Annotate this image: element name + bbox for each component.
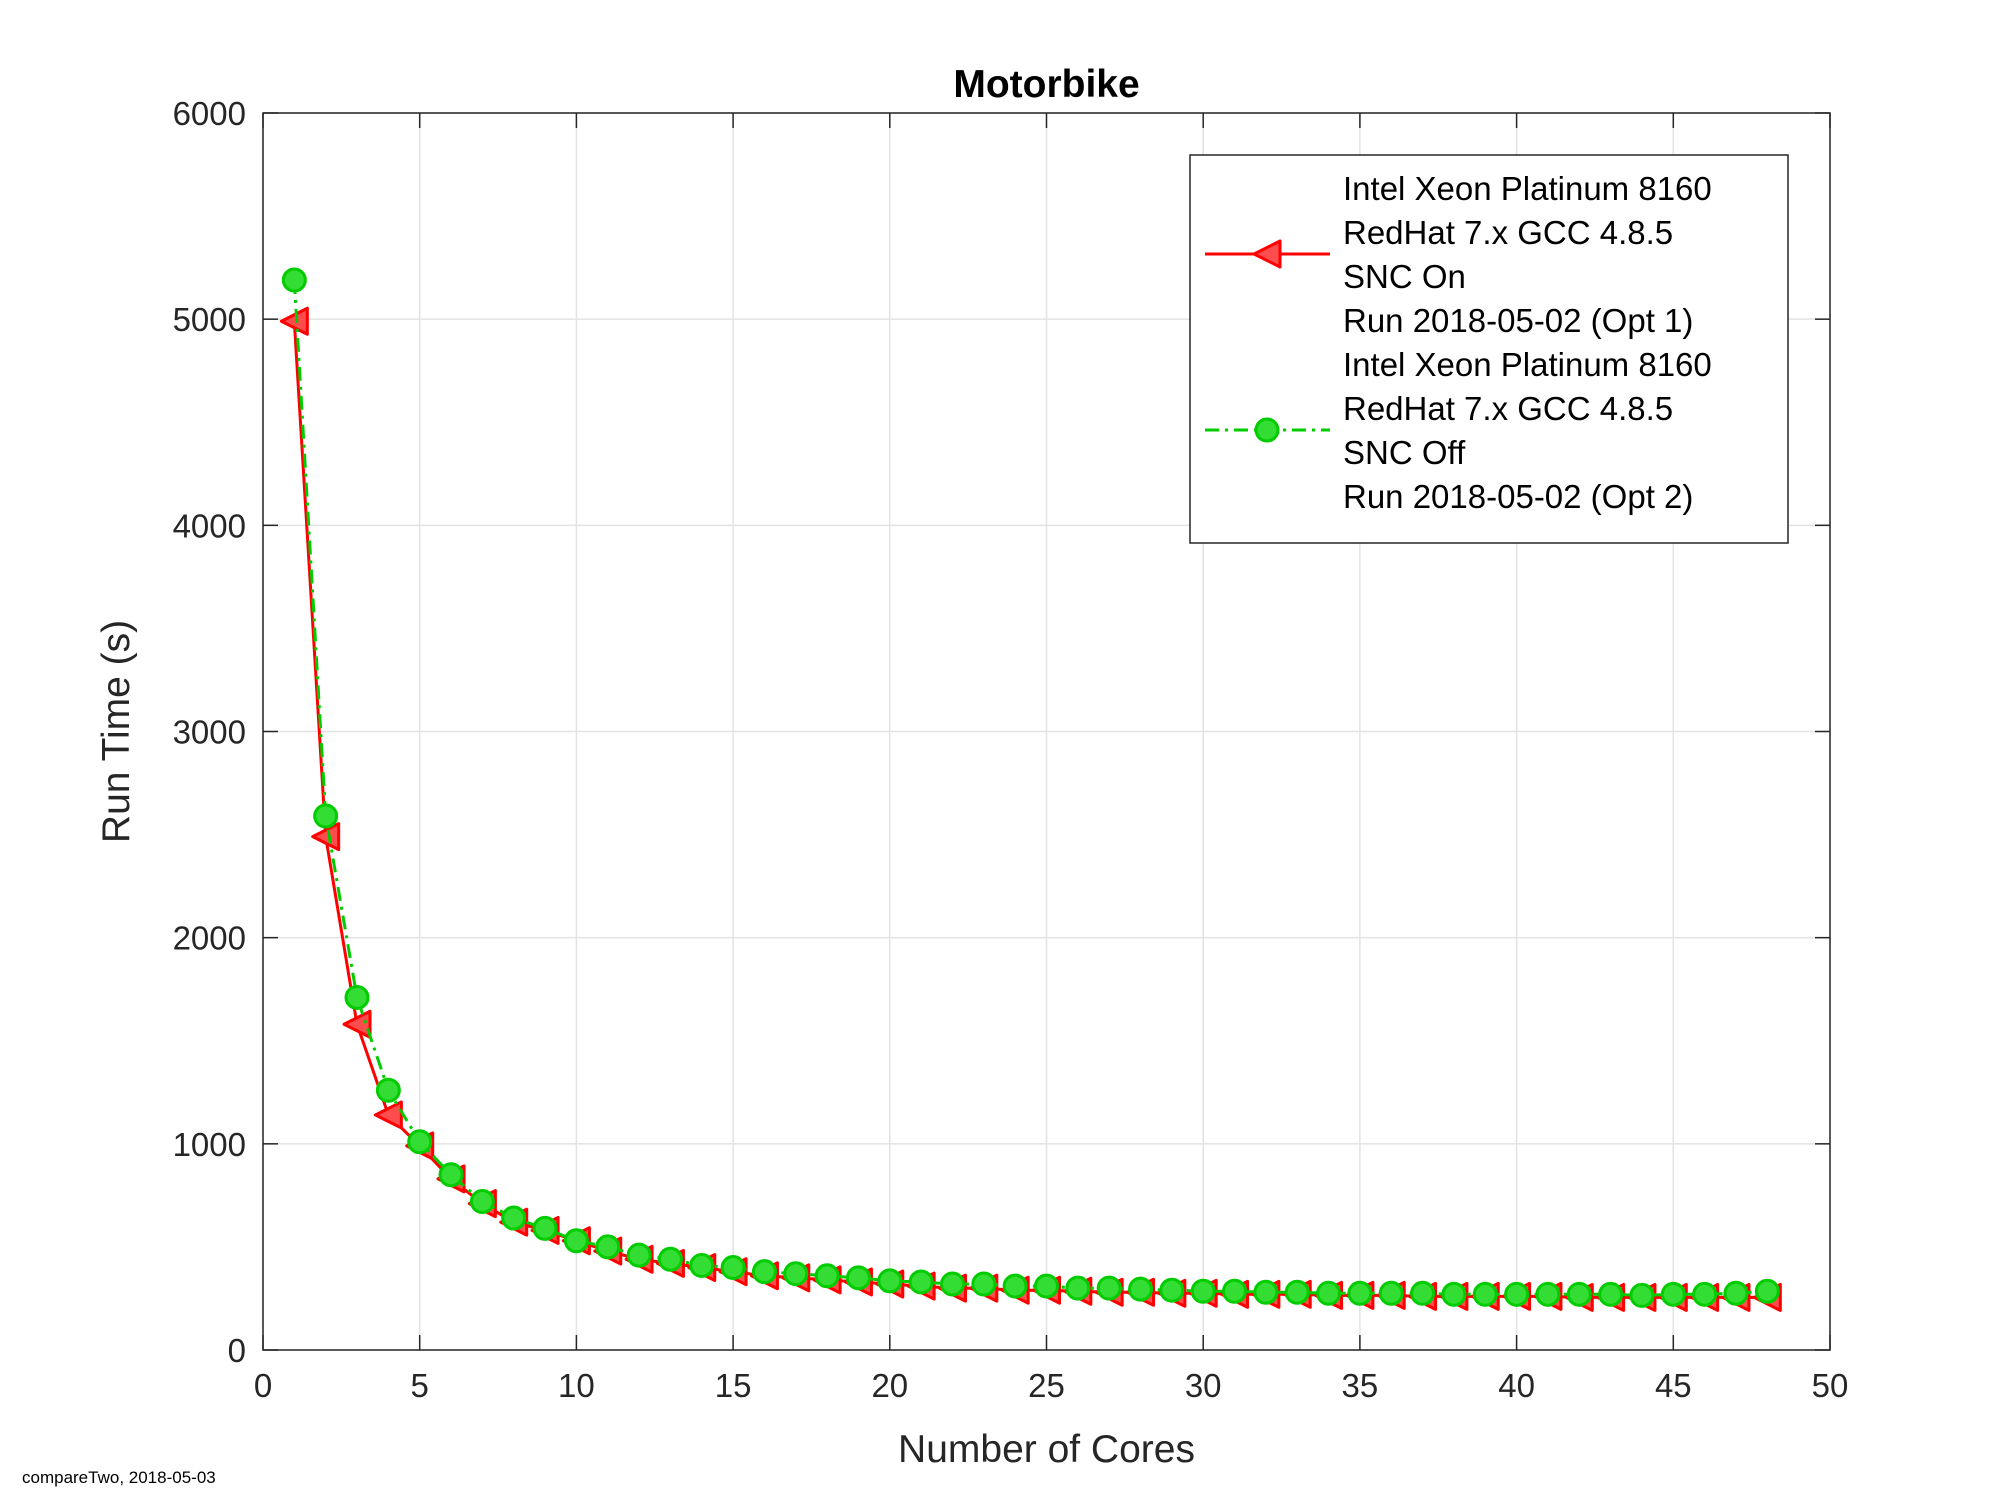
legend: Intel Xeon Platinum 8160 RedHat 7.x GCC 4…	[1189, 154, 1789, 544]
x-tick-label: 10	[558, 1367, 595, 1404]
data-point	[689, 1252, 715, 1278]
data-point	[1128, 1276, 1154, 1302]
data-point	[1535, 1281, 1561, 1307]
legend-box	[1189, 154, 1789, 544]
y-tick-label: 2000	[173, 920, 246, 957]
data-point	[281, 267, 307, 293]
data-point	[375, 1077, 401, 1103]
legend-entry-text: SNC On	[1343, 258, 1466, 295]
data-point	[407, 1129, 433, 1155]
data-point	[563, 1228, 589, 1254]
data-point	[1566, 1281, 1592, 1307]
data-point	[438, 1162, 464, 1188]
x-tick-label: 30	[1185, 1367, 1222, 1404]
data-point	[845, 1265, 871, 1291]
data-point	[814, 1263, 840, 1289]
data-point	[877, 1268, 903, 1294]
data-point	[720, 1255, 746, 1281]
data-point	[1222, 1278, 1248, 1304]
chart-title: Motorbike	[953, 63, 1139, 106]
data-point	[342, 1009, 372, 1039]
y-tick-label: 3000	[173, 714, 246, 751]
data-point	[1598, 1281, 1624, 1307]
data-point	[532, 1215, 558, 1241]
footer-caption: compareTwo, 2018-05-03	[22, 1468, 216, 1487]
x-tick-label: 20	[871, 1367, 908, 1404]
x-tick-label: 50	[1812, 1367, 1849, 1404]
y-tick-label: 0	[228, 1332, 246, 1369]
legend-entry-text: RedHat 7.x GCC 4.8.5	[1343, 214, 1673, 251]
legend-marker-2	[1254, 417, 1280, 443]
data-point	[1410, 1280, 1436, 1306]
x-axis-label: Number of Cores	[898, 1428, 1195, 1471]
data-point	[469, 1189, 495, 1215]
x-tick-label: 25	[1028, 1367, 1065, 1404]
data-point	[751, 1259, 777, 1285]
y-axis-label: Run Time (s)	[95, 620, 138, 843]
legend-marker-1	[1252, 239, 1282, 269]
data-point	[1629, 1282, 1655, 1308]
series-layer	[279, 267, 1782, 1312]
data-point	[939, 1271, 965, 1297]
data-point	[344, 984, 370, 1010]
y-tick-label: 1000	[173, 1126, 246, 1163]
data-point	[1723, 1280, 1749, 1306]
data-point	[501, 1205, 527, 1231]
data-point	[657, 1246, 683, 1272]
data-point	[1692, 1281, 1718, 1307]
data-point	[1316, 1280, 1342, 1306]
data-point	[1504, 1281, 1530, 1307]
axis-ticks: 0 5 10 15 20 25 30 35 40 45 50 0 1000 2000 3000 4000 500…	[173, 95, 1849, 1404]
y-tick-label: 5000	[173, 301, 246, 338]
data-point	[1284, 1279, 1310, 1305]
x-tick-label: 45	[1655, 1367, 1692, 1404]
data-point	[1096, 1275, 1122, 1301]
x-tick-label: 0	[254, 1367, 272, 1404]
data-point	[1002, 1273, 1028, 1299]
data-point	[1441, 1281, 1467, 1307]
legend-entry-text: Run 2018-05-02 (Opt 2)	[1343, 478, 1693, 515]
data-point	[373, 1100, 403, 1130]
data-point	[279, 306, 309, 336]
y-tick-label: 6000	[173, 95, 246, 132]
data-point	[1754, 1278, 1780, 1304]
series-2	[281, 267, 1780, 1308]
x-tick-label: 40	[1498, 1367, 1535, 1404]
data-point	[313, 803, 339, 829]
data-point	[1660, 1281, 1686, 1307]
data-point	[971, 1271, 997, 1297]
y-tick-label: 4000	[173, 507, 246, 544]
data-point	[626, 1242, 652, 1268]
x-tick-label: 5	[411, 1367, 429, 1404]
legend-entry-text: Intel Xeon Platinum 8160	[1343, 170, 1712, 207]
legend-entry-text: SNC Off	[1343, 434, 1466, 471]
data-point	[595, 1234, 621, 1260]
data-point	[783, 1261, 809, 1287]
data-point	[1347, 1280, 1373, 1306]
data-point	[908, 1269, 934, 1295]
data-point	[1253, 1279, 1279, 1305]
legend-entry-text: Run 2018-05-02 (Opt 1)	[1343, 302, 1693, 339]
data-point	[1472, 1281, 1498, 1307]
data-point	[311, 822, 341, 852]
data-point	[1034, 1273, 1059, 1299]
x-tick-label: 15	[715, 1367, 752, 1404]
data-point	[1159, 1277, 1185, 1303]
legend-entry-text: Intel Xeon Platinum 8160	[1343, 346, 1712, 383]
x-tick-label: 35	[1342, 1367, 1379, 1404]
data-point	[1190, 1278, 1216, 1304]
legend-entry-text: RedHat 7.x GCC 4.8.5	[1343, 390, 1673, 427]
data-point	[1065, 1275, 1091, 1301]
data-point	[1378, 1280, 1404, 1306]
